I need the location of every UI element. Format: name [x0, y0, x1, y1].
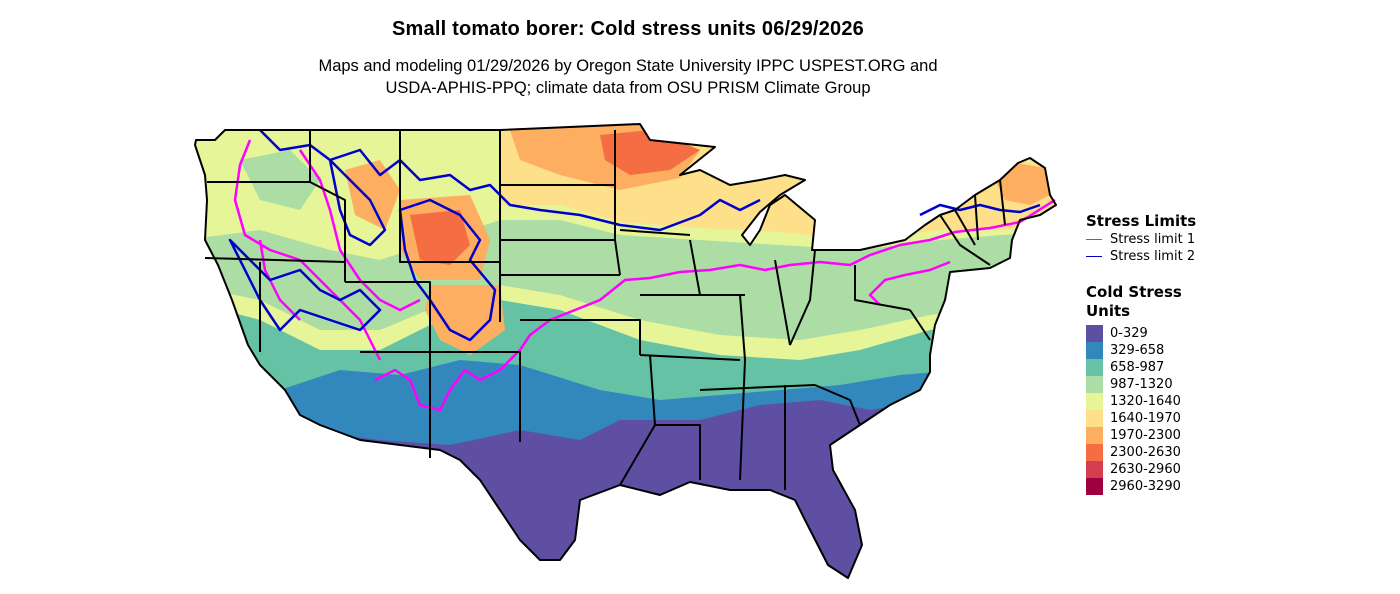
cold-legend-item: 658-987 — [1086, 359, 1206, 376]
stress-legend-label: Stress limit 1 — [1110, 232, 1196, 247]
cold-stress-zone — [195, 400, 1056, 578]
cold-stress-zone — [345, 160, 400, 230]
color-swatch — [1086, 359, 1103, 376]
cold-stress-zone — [240, 150, 320, 210]
color-swatch — [1086, 461, 1103, 478]
cold-legend-item: 1970-2300 — [1086, 427, 1206, 444]
cold-legend-label: 1970-2300 — [1110, 428, 1181, 443]
color-swatch — [1086, 342, 1103, 359]
stress-limit-2-line — [259, 129, 761, 232]
stress-limit-2-contour — [228, 129, 1041, 342]
stress-limit-2-line — [398, 198, 497, 342]
cold-legend-item: 1640-1970 — [1086, 410, 1206, 427]
state-boundaries — [194, 123, 1057, 579]
cold-legend-label: 658-987 — [1110, 360, 1165, 375]
color-swatch — [1086, 478, 1103, 495]
cold-legend-label: 329-658 — [1110, 343, 1165, 358]
stress-legend-label: Stress limit 2 — [1110, 249, 1196, 264]
stress-limit-2-line — [228, 238, 382, 332]
stress-legend-item: Stress limit 2 — [1086, 248, 1196, 265]
cold-stress-zone — [425, 285, 505, 355]
stress-limit-1-line — [868, 260, 951, 306]
cold-legend-item: 2960-3290 — [1086, 478, 1206, 495]
cold-legend-item: 329-658 — [1086, 342, 1206, 359]
cold-legend-item: 2300-2630 — [1086, 444, 1206, 461]
cold-legend-item: 987-1320 — [1086, 376, 1206, 393]
cold-legend-label: 0-329 — [1110, 326, 1148, 341]
color-swatch — [1086, 325, 1103, 342]
cold-legend-item: 2630-2960 — [1086, 461, 1206, 478]
stress-line-swatch — [1086, 256, 1102, 257]
cold-stress-raster — [195, 124, 1056, 578]
cold-legend-label: 1640-1970 — [1110, 411, 1181, 426]
stress-limit-1-line — [374, 198, 1056, 412]
subtitle-line-2: USDA-APHIS-PPQ; climate data from OSU PR… — [385, 79, 871, 97]
color-swatch — [1086, 393, 1103, 410]
cold-legend-label: 1320-1640 — [1110, 394, 1181, 409]
map-title: Small tomato borer: Cold stress units 06… — [392, 18, 864, 40]
cold-legend-label: 2300-2630 — [1110, 445, 1181, 460]
stress-limits-legend: Stress Limits Stress limit 1 Stress limit… — [1086, 212, 1196, 265]
color-swatch — [1086, 427, 1103, 444]
map-subtitle: Maps and modeling 01/29/2026 by Oregon S… — [0, 55, 1256, 99]
color-swatch — [1086, 444, 1103, 461]
stress-legend-title: Stress Limits — [1086, 212, 1197, 230]
cold-legend-item: 0-329 — [1086, 325, 1206, 342]
cold-stress-zone — [410, 210, 470, 265]
cold-legend-label: 2960-3290 — [1110, 479, 1181, 494]
cold-legend-label: 987-1320 — [1110, 377, 1173, 392]
stress-legend-item: Stress limit 1 — [1086, 231, 1196, 248]
color-swatch — [1086, 376, 1103, 393]
stress-limit-2-line — [328, 158, 387, 247]
subtitle-line-1: Maps and modeling 01/29/2026 by Oregon S… — [318, 57, 938, 75]
us-cold-stress-map — [194, 123, 1057, 579]
color-swatch — [1086, 410, 1103, 427]
cold-legend-label: 2630-2960 — [1110, 462, 1181, 477]
cold-legend-item: 1320-1640 — [1086, 393, 1206, 410]
cold-legend-title: Cold Stress Units — [1086, 283, 1182, 320]
stress-limit-2-line — [919, 203, 1041, 217]
stress-line-swatch — [1086, 239, 1102, 240]
cold-stress-legend: Cold Stress Units 0-329 329-658 658-987 987… — [1086, 283, 1206, 495]
